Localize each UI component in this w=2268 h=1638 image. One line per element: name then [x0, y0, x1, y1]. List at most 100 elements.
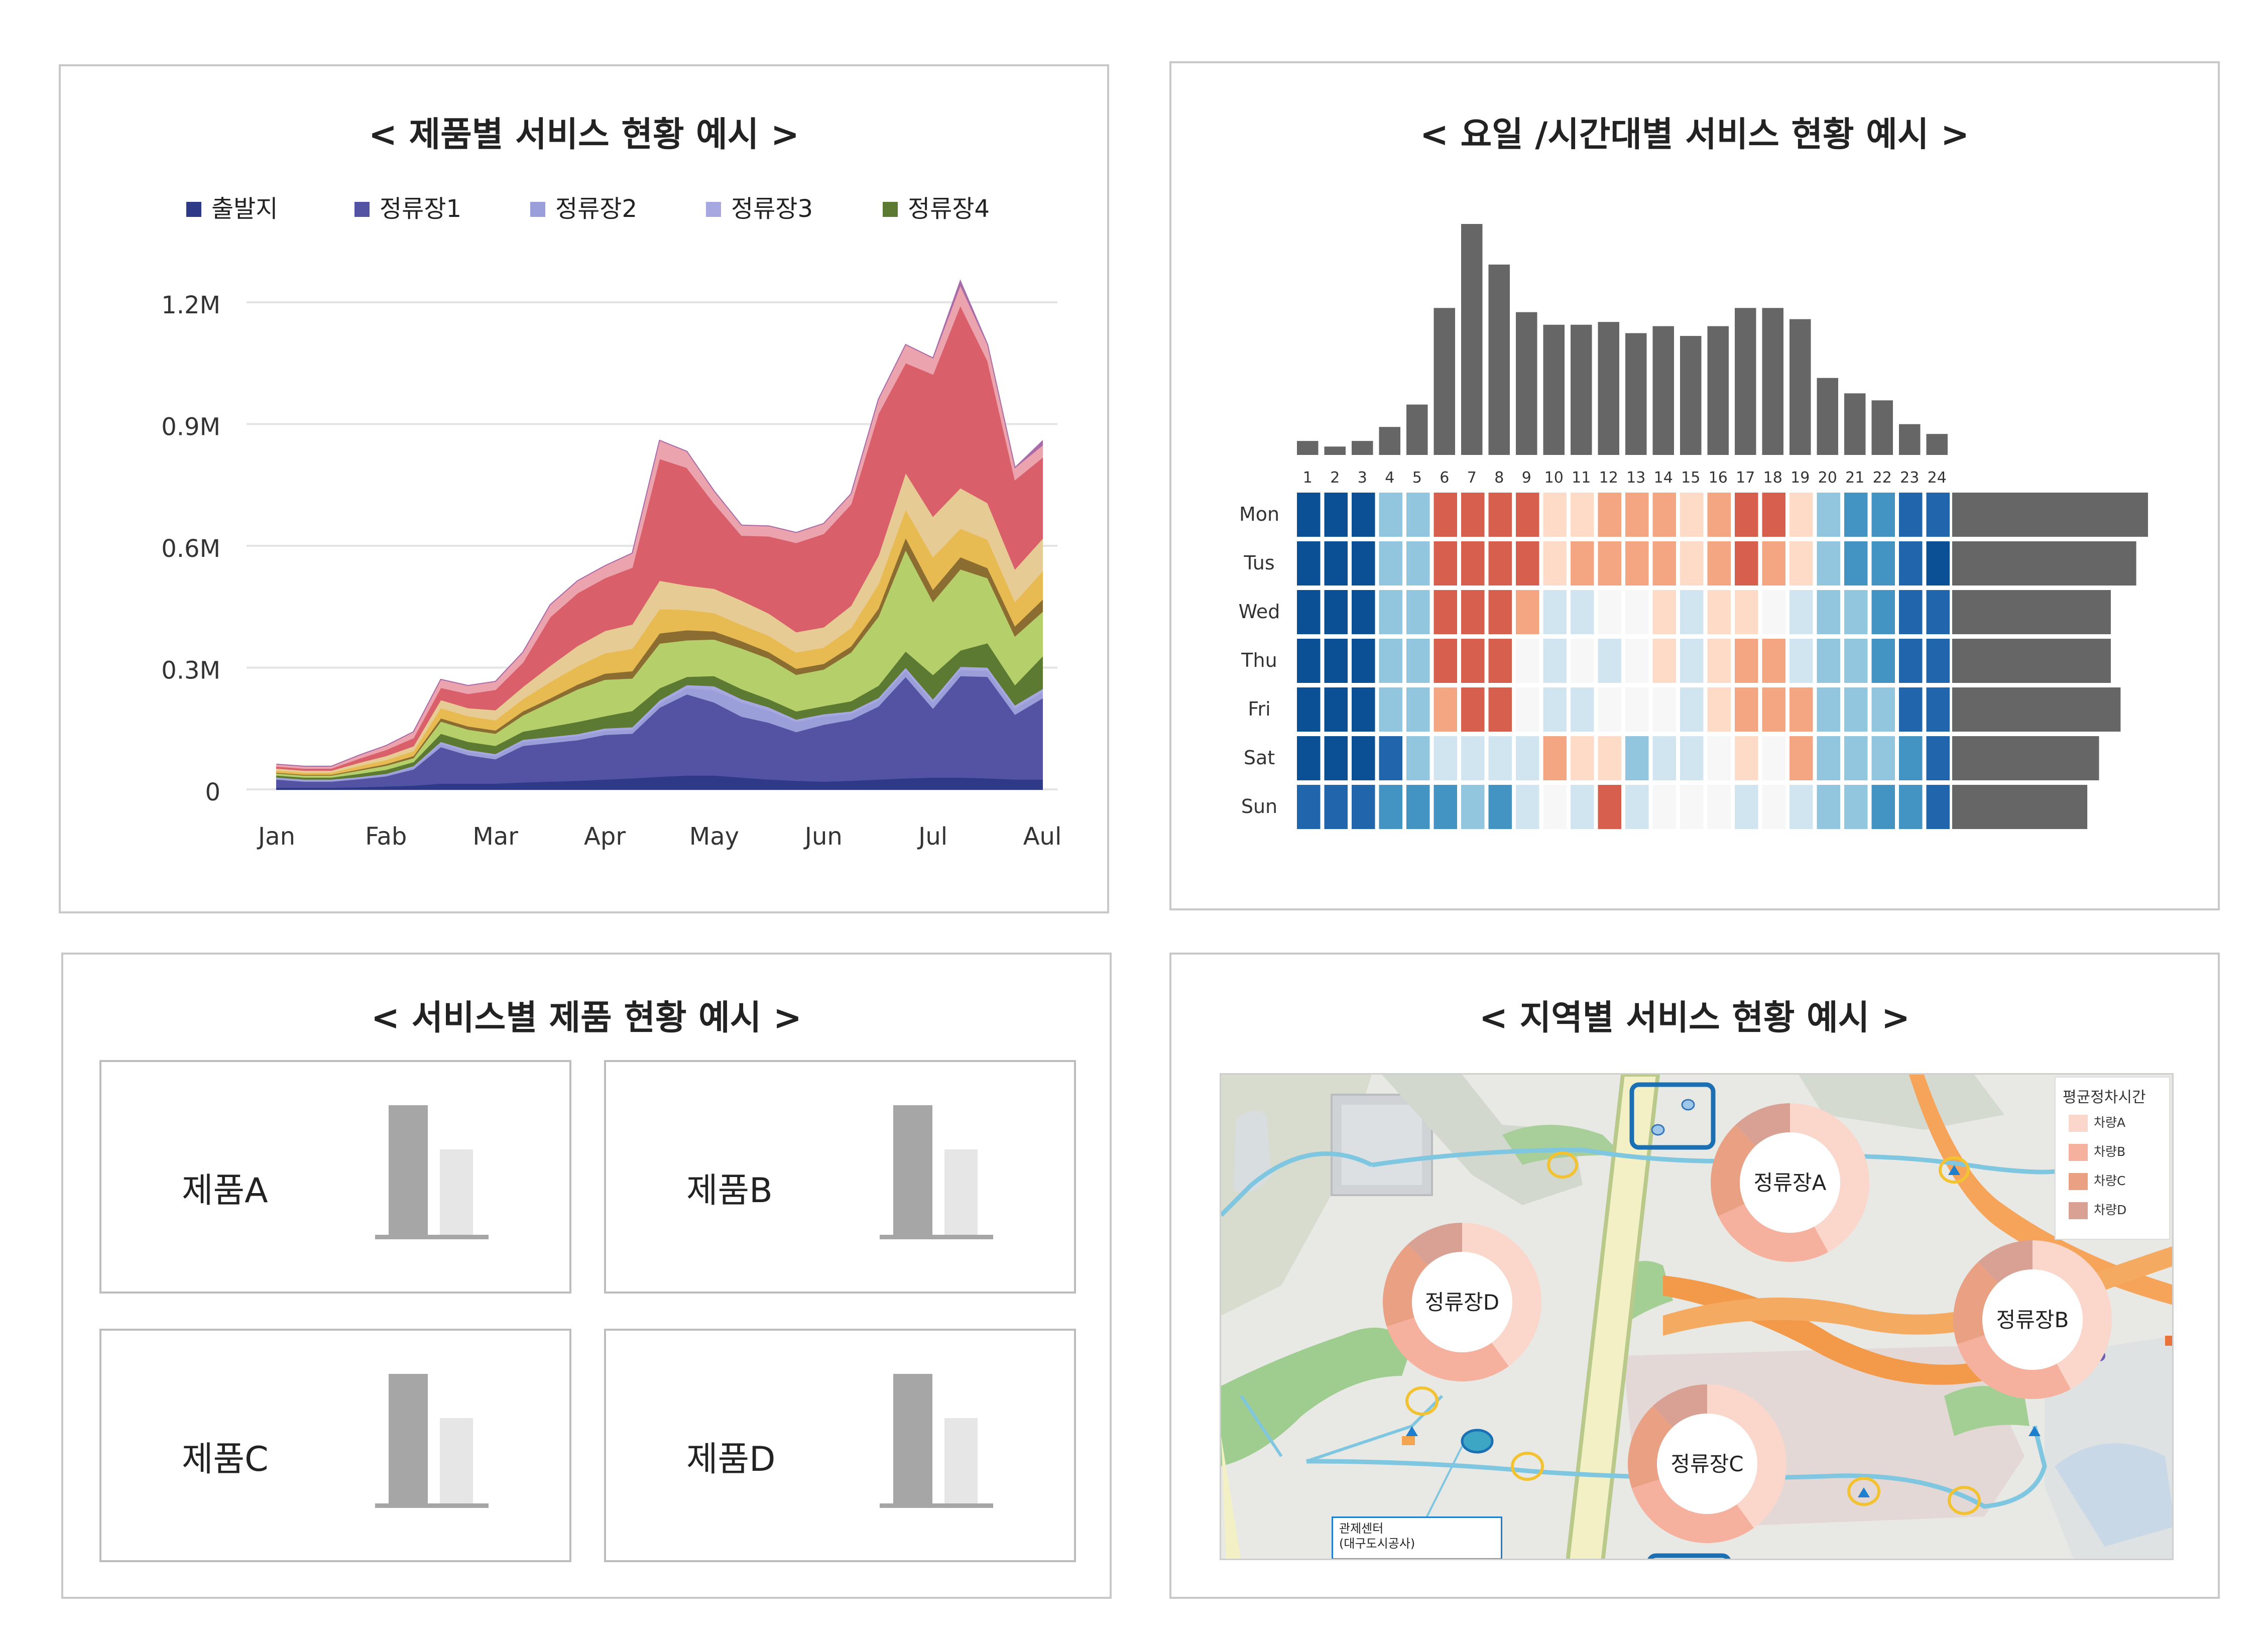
heatmap-cell — [1680, 639, 1704, 683]
hour-total-bar — [1488, 264, 1510, 455]
heatmap-cell — [1598, 493, 1621, 537]
heatmap-cell — [1406, 541, 1430, 586]
station-label[interactable]: 정류장B — [1996, 1308, 2069, 1332]
station-donut-slice — [1707, 1384, 1786, 1528]
heatmap-cell — [1817, 493, 1840, 537]
heatmap-cell — [1899, 590, 1923, 634]
heatmap-cell — [1735, 493, 1758, 537]
heatmap-cell — [1899, 541, 1923, 586]
product-b-big-bar — [893, 1105, 932, 1235]
product-card-a: 제품A — [99, 1060, 571, 1294]
map-expressway — [1663, 1298, 2009, 1336]
product-d-big-bar — [893, 1374, 932, 1503]
day-label: Sun — [1241, 795, 1277, 817]
heatmap-cell — [1844, 639, 1868, 683]
hour-label: 8 — [1494, 469, 1504, 487]
bus-stop-marker[interactable] — [1547, 1151, 1578, 1179]
poi-icon — [2165, 1336, 2172, 1346]
station-donut-slice — [1652, 1384, 1707, 1428]
heatmap-cell — [1324, 541, 1348, 586]
hour-label: 12 — [1599, 469, 1618, 487]
heatmap-cell — [1434, 541, 1457, 586]
heatmap-cell — [1817, 785, 1840, 829]
hour-label: 1 — [1303, 469, 1312, 487]
legend-label: 출발지 — [211, 195, 278, 223]
hour-label: 20 — [1818, 469, 1837, 487]
heatmap-cell — [1543, 736, 1567, 780]
heatmap-cell — [1735, 639, 1758, 683]
day-hour-title: < 요일 /시간대별 서비스 현황 예시 > — [1419, 115, 1970, 155]
selected-area-box[interactable] — [1629, 1082, 1716, 1150]
heatmap-cell — [1762, 590, 1785, 634]
heatmap-cell — [1680, 541, 1704, 586]
selected-area-box[interactable] — [1647, 1553, 1731, 1560]
hour-total-bar — [1324, 446, 1346, 455]
heatmap-cell — [1297, 590, 1321, 634]
heatmap-cell — [1735, 590, 1758, 634]
hour-label: 6 — [1440, 469, 1449, 487]
heatmap-cell — [1762, 785, 1785, 829]
hour-label: 15 — [1681, 469, 1700, 487]
hour-total-bar — [1406, 404, 1428, 455]
hour-total-bar — [1516, 312, 1537, 455]
heatmap-cell — [1652, 785, 1676, 829]
x-tick-label: Jul — [917, 823, 947, 851]
y-tick-label: 1.2M — [161, 291, 220, 319]
heatmap-cell — [1324, 687, 1348, 732]
heatmap-cell — [1598, 687, 1621, 732]
bus-stop-marker[interactable] — [1511, 1452, 1544, 1481]
heatmap-cell — [1434, 736, 1457, 780]
heatmap-cell — [1571, 541, 1594, 586]
map-boulevard — [1566, 1075, 1660, 1559]
heatmap-cell — [1625, 785, 1649, 829]
heatmap-cell — [1817, 590, 1840, 634]
hour-total-bar — [1871, 400, 1893, 455]
hour-total-bar — [1735, 308, 1756, 455]
bus-stop-marker[interactable] — [1948, 1486, 1981, 1515]
heatmap-cell — [1625, 493, 1649, 537]
hour-total-bar — [1461, 224, 1483, 455]
y-tick-label: 0.3M — [161, 657, 220, 685]
heatmap-cell — [1625, 687, 1649, 732]
control-center-label[interactable]: 관제센터 (대구도시공사) — [1332, 1516, 1502, 1559]
heatmap-cell — [1434, 639, 1457, 683]
legend-swatch — [354, 202, 370, 217]
hour-label: 22 — [1873, 469, 1892, 487]
heatmap-cell — [1324, 493, 1348, 537]
station-label[interactable]: 정류장C — [1670, 1452, 1743, 1476]
heatmap-cell — [1297, 639, 1321, 683]
heatmap-cell — [1735, 687, 1758, 732]
heatmap-cell — [1571, 639, 1594, 683]
heatmap-cell — [1516, 541, 1539, 586]
heatmap-cell — [1871, 687, 1895, 732]
service-product-panel: < 서비스별 제품 현황 예시 > 제품A 제품B 제품C 제품D — [61, 953, 1112, 1599]
heatmap-cell — [1652, 590, 1676, 634]
heatmap-cell — [1543, 639, 1567, 683]
legend-swatch — [530, 202, 545, 217]
hour-label: 4 — [1385, 469, 1394, 487]
legend-swatch — [2069, 1144, 2088, 1161]
heatmap-cell — [1379, 493, 1402, 537]
bus-stop-marker[interactable] — [1847, 1477, 1880, 1506]
station-donut-hole — [1657, 1414, 1757, 1514]
bus-stop-marker[interactable] — [1939, 1156, 1970, 1184]
heatmap-cell — [1625, 736, 1649, 780]
heatmap-cell — [1406, 736, 1430, 780]
location-pin-icon — [1651, 1124, 1665, 1136]
product-card-label: 제품A — [182, 1171, 268, 1211]
heatmap-cell — [1899, 687, 1923, 732]
heatmap-cell — [1707, 687, 1731, 732]
map-building-inner — [1342, 1105, 1422, 1185]
station-label[interactable]: 정류장A — [1754, 1171, 1827, 1195]
heatmap-cell — [1516, 590, 1539, 634]
location-pin-icon — [1681, 1099, 1695, 1111]
legend-label: 정류장1 — [380, 195, 461, 223]
station-donut-slice — [1953, 1261, 1998, 1344]
product-a-big-bar — [389, 1105, 428, 1235]
day-total-bar — [1952, 493, 2148, 537]
station-label[interactable]: 정류장D — [1425, 1290, 1499, 1315]
bus-stop-marker[interactable] — [1405, 1386, 1439, 1416]
control-center-marker[interactable] — [1461, 1429, 1494, 1454]
region-map[interactable]: 정류장A 정류장B 정류장C 정류장D 평균정차시간 차량A 차량B 차량C 차량D … — [1220, 1073, 2174, 1560]
legend-swatch — [186, 202, 201, 217]
